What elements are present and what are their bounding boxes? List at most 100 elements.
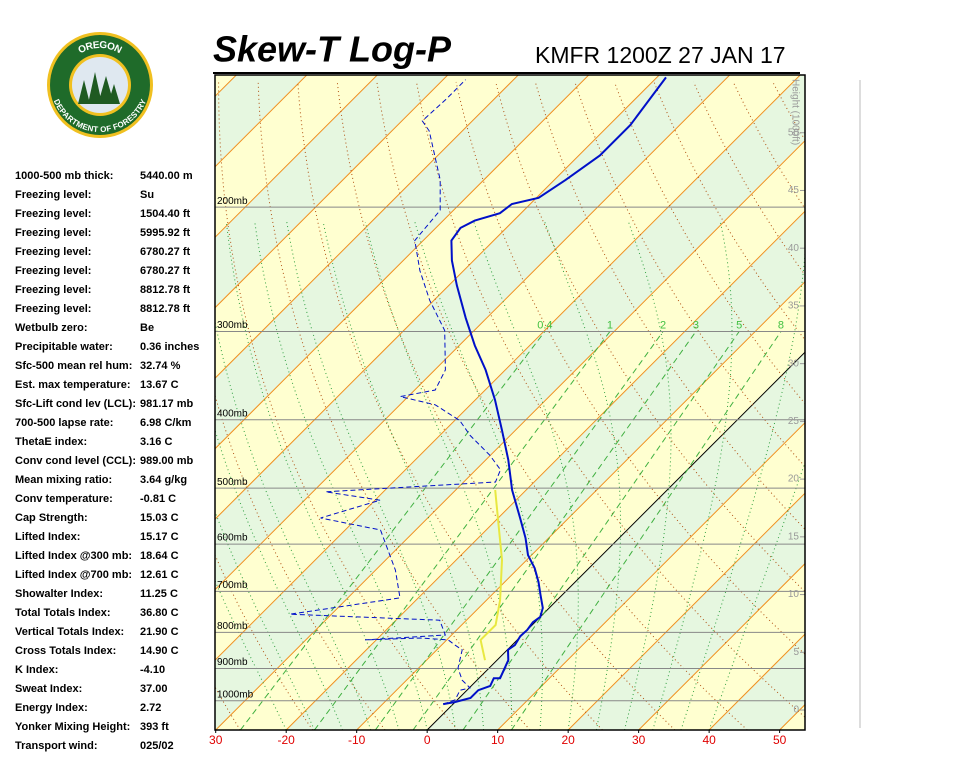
mixing-ratio-line: [374, 331, 664, 730]
dry-adiabat: [376, 81, 748, 730]
isotherm: [215, 75, 590, 450]
moist-adiabat: [322, 221, 485, 730]
stat-label: Freezing level:: [15, 246, 91, 258]
moist-adiabat: [215, 428, 344, 730]
logo-text: OREGON: [76, 39, 123, 55]
logo-sky: [72, 57, 128, 113]
mixing-ratio-line: [314, 331, 611, 730]
band: [215, 75, 805, 730]
stat-value: 981.17 mb: [140, 398, 193, 410]
band: [779, 704, 805, 730]
stat-label: Freezing level:: [15, 227, 91, 239]
stat-label: Lifted Index @300 mb:: [15, 550, 132, 562]
dry-adiabat: [812, 82, 960, 730]
stat-value: 12.61 C: [140, 569, 179, 581]
isotherm: [215, 139, 805, 730]
stat-value: 36.80 C: [140, 607, 179, 619]
plot-overlay: 200mb 300mb 400mb 500mb 600mb 700mb 800mb 900mb…: [209, 79, 805, 747]
profile-line: [479, 489, 504, 661]
stat-value: 11.25 C: [140, 588, 178, 600]
stat-value: 393 ft: [140, 721, 169, 733]
isotherm: [356, 280, 805, 730]
stat-label: Conv temperature:: [15, 493, 113, 505]
stat-value: 5440.00 m: [140, 170, 193, 182]
y2-tick-label: 15: [788, 531, 800, 542]
stat-value: 025/02: [140, 740, 174, 752]
stat-value: 18.64 C: [140, 550, 179, 562]
stat-value: 14.90 C: [140, 645, 179, 657]
moist-adiabat: [473, 221, 579, 730]
mixing-ratio-label: 5: [736, 319, 742, 331]
stat-label: Est. max temperature:: [15, 379, 131, 391]
y-tick-label: 300mb: [217, 320, 248, 331]
isotherm: [215, 75, 731, 591]
moist-adiabat: [364, 221, 513, 730]
stat-label: Freezing level:: [15, 189, 91, 201]
y2-tick-label: 0: [793, 705, 799, 716]
y2-tick-label: 30: [788, 358, 800, 369]
y-tick-label: 900mb: [217, 657, 248, 668]
isotherm: [215, 75, 660, 520]
x-tick-label: 30: [632, 733, 646, 747]
dry-adiabat: [455, 81, 805, 655]
plot-area: 0.4 1 2 3 5 8: [215, 75, 960, 730]
stat-value: 0.36 inches: [140, 341, 199, 353]
stat-label: Precipitable water:: [15, 341, 113, 353]
isotherm: [850, 75, 960, 730]
stat-label: Conv cond level (CCL):: [15, 455, 136, 467]
mixing-ratio-label: 3: [693, 319, 699, 331]
isotherm: [497, 421, 805, 730]
stat-label: Freezing level:: [15, 265, 91, 277]
mixing-ratio-label: 2: [660, 319, 666, 331]
stat-label: Freezing level:: [15, 284, 91, 296]
x-tick-label: 10: [491, 733, 505, 747]
isotherm: [638, 562, 805, 730]
mixing-ratio-line: [240, 331, 546, 730]
stat-label: ThetaE index:: [15, 436, 87, 448]
stat-value: 3.16 C: [140, 436, 172, 448]
mixing-ratio-line: [510, 331, 782, 730]
dry-adiabat: [336, 81, 676, 730]
stat-label: Showalter Index:: [15, 588, 103, 600]
moist-adiabat: [414, 221, 543, 730]
stat-value: 6780.27 ft: [140, 246, 190, 258]
y2-tick-label: 45: [788, 185, 800, 196]
title: Skew-T Log-P: [213, 29, 452, 70]
stat-value: 21.90 C: [140, 626, 179, 638]
dry-adiabat: [931, 82, 960, 730]
stat-value: 2.72: [140, 702, 161, 714]
stat-value: 3.64 g/kg: [140, 474, 187, 486]
stat-value: 32.74 %: [140, 360, 181, 372]
station: KMFR 1200Z 27 JAN 17: [535, 42, 786, 68]
stat-value: Su: [140, 189, 154, 201]
y-tick-label: 500mb: [217, 477, 248, 488]
x-tick-label: 30: [209, 733, 223, 747]
x-tick-label: 50: [773, 733, 787, 747]
mixing-ratio-line: [462, 331, 740, 730]
stat-value: 6780.27 ft: [140, 265, 190, 277]
isotherm: [215, 75, 449, 309]
dry-adiabat: [892, 82, 960, 730]
y2-tick-label: 10: [788, 589, 800, 600]
stat-label: Freezing level:: [15, 303, 91, 315]
logo: OREGON DEPARTMENT OF FORESTRY: [47, 32, 153, 138]
mixing-ratio-label: 1: [607, 319, 613, 331]
logo-trees: [78, 72, 120, 104]
stat-label: Sweat Index:: [15, 683, 82, 695]
stat-label: 700-500 lapse rate:: [15, 417, 113, 429]
x-tick-label: 20: [561, 733, 575, 747]
y-tick-label: 400mb: [217, 408, 248, 419]
stat-label: K Index:: [15, 664, 58, 676]
stat-value: 1504.40 ft: [140, 208, 190, 220]
stat-label: Lifted Index:: [15, 531, 80, 543]
isotherm: [215, 75, 519, 379]
stat-label: Mean mixing ratio:: [15, 474, 112, 486]
y2-tick-label: 20: [788, 474, 800, 485]
stat-value: 989.00 mb: [140, 455, 193, 467]
moist-adiabat: [215, 318, 372, 730]
stat-label: Cap Strength:: [15, 512, 88, 524]
stat-label: Sfc-Lift cond lev (LCL):: [15, 398, 136, 410]
stat-label: Sfc-500 mean rel hum:: [15, 360, 132, 372]
isotherm: [215, 75, 378, 238]
